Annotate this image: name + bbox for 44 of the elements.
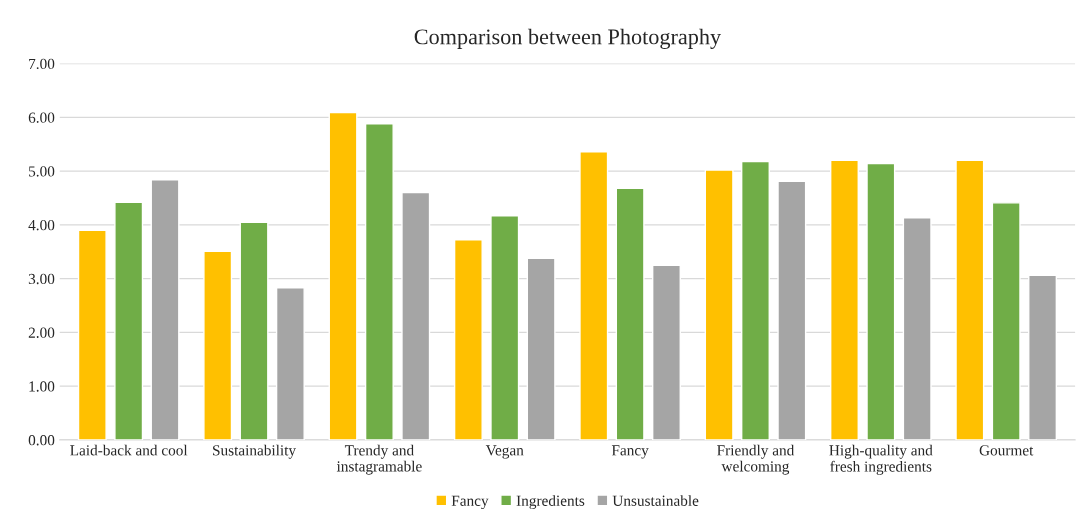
bar <box>1028 274 1058 440</box>
bar <box>401 191 431 440</box>
bar <box>490 215 520 440</box>
bar <box>239 221 269 440</box>
y-tick-label: 0.00 <box>28 435 55 446</box>
legend-label: Unsustainable <box>612 495 699 506</box>
bar <box>991 202 1021 440</box>
bar <box>955 159 985 440</box>
y-tick-label: 5.00 <box>29 166 55 177</box>
y-tick-label: 3.00 <box>28 273 55 285</box>
bar <box>453 239 483 440</box>
y-tick-label: 2.00 <box>28 327 55 338</box>
x-tick-label: Trendy and instagramable <box>336 444 422 475</box>
bar <box>275 287 305 440</box>
y-tick-label: 6.00 <box>28 112 55 123</box>
y-tick-label: 7.00 <box>29 58 55 70</box>
x-tick-label: Sustainability <box>213 444 296 459</box>
bar <box>704 169 734 440</box>
x-tick-label: Gourmet <box>979 445 1034 456</box>
x-tick-label: Fancy <box>611 445 649 459</box>
bar <box>866 162 896 440</box>
bar <box>902 217 932 440</box>
x-tick-label: Laid-back and cool <box>70 444 188 456</box>
y-tick-label: 4.00 <box>28 220 55 231</box>
x-tick-label: Friendly and welcoming <box>717 444 795 475</box>
x-tick-label: High-quality and fresh ingredients <box>829 444 933 475</box>
bar <box>651 264 681 440</box>
bar <box>526 257 556 440</box>
legend-label: Ingredients <box>516 495 585 510</box>
bar <box>615 187 645 440</box>
bar <box>777 180 807 440</box>
y-tick-label: 1.00 <box>29 381 55 392</box>
bar <box>829 159 859 440</box>
bar <box>150 179 180 440</box>
bar <box>328 111 358 440</box>
bar <box>740 160 770 440</box>
chart-title: Comparison between Photography <box>414 28 722 49</box>
x-tick-label: Vegan <box>485 445 524 459</box>
legend-label: Fancy <box>451 495 489 510</box>
bar <box>203 250 233 440</box>
bar <box>579 151 609 440</box>
bar <box>364 123 394 440</box>
bar <box>114 201 144 440</box>
bar <box>77 229 107 440</box>
